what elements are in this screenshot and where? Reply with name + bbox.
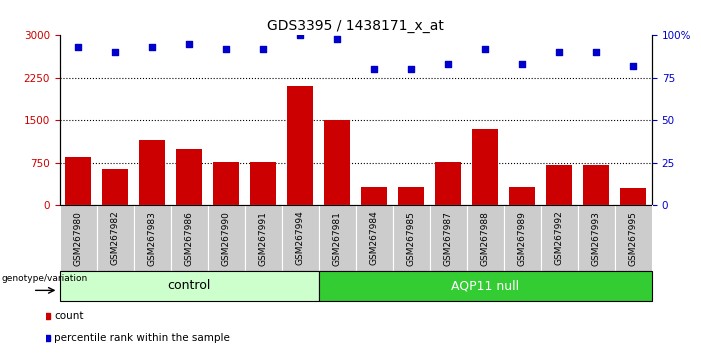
Point	[147, 45, 158, 50]
Text: GSM267980: GSM267980	[74, 211, 83, 266]
Text: GSM267982: GSM267982	[111, 211, 120, 266]
Point	[257, 46, 268, 52]
Text: GSM267991: GSM267991	[259, 211, 268, 266]
Point	[184, 41, 195, 47]
Point	[479, 46, 491, 52]
Point	[517, 62, 528, 67]
Bar	[319, 271, 652, 301]
Bar	[207, 205, 245, 271]
Point	[332, 36, 343, 42]
Bar	[583, 165, 609, 205]
Text: GSM267992: GSM267992	[555, 211, 564, 266]
Bar	[176, 149, 202, 205]
Point	[72, 45, 83, 50]
Bar	[578, 205, 615, 271]
Bar	[393, 205, 430, 271]
Text: count: count	[55, 311, 84, 321]
Point	[554, 50, 565, 55]
Bar	[615, 205, 652, 271]
Point	[591, 50, 602, 55]
Bar	[620, 188, 646, 205]
Point	[369, 67, 380, 72]
Point	[294, 33, 306, 38]
Bar	[467, 205, 504, 271]
Text: GSM267985: GSM267985	[407, 211, 416, 266]
Text: GSM267993: GSM267993	[592, 211, 601, 266]
Bar	[504, 205, 541, 271]
Text: percentile rank within the sample: percentile rank within the sample	[55, 332, 230, 343]
Bar	[250, 162, 276, 205]
Bar	[398, 187, 424, 205]
Bar	[319, 205, 355, 271]
Bar	[435, 162, 461, 205]
Bar	[546, 165, 572, 205]
Bar	[213, 162, 239, 205]
Point	[443, 62, 454, 67]
Bar	[245, 205, 282, 271]
Text: GSM267989: GSM267989	[518, 211, 527, 266]
Bar	[170, 205, 207, 271]
Bar	[139, 140, 165, 205]
Bar	[361, 187, 387, 205]
Text: GSM267988: GSM267988	[481, 211, 490, 266]
Text: GSM267981: GSM267981	[333, 211, 342, 266]
Bar	[60, 271, 319, 301]
Text: GSM267995: GSM267995	[629, 211, 638, 266]
Bar	[541, 205, 578, 271]
Text: GSM267990: GSM267990	[222, 211, 231, 266]
Text: GSM267986: GSM267986	[184, 211, 193, 266]
Text: genotype/variation: genotype/variation	[1, 274, 88, 283]
Bar	[60, 205, 97, 271]
Bar	[65, 157, 91, 205]
Point	[221, 46, 232, 52]
Bar	[282, 205, 319, 271]
Point	[628, 63, 639, 69]
Bar	[355, 205, 393, 271]
Text: GSM267987: GSM267987	[444, 211, 453, 266]
Bar	[430, 205, 467, 271]
Bar	[510, 187, 536, 205]
Bar	[325, 120, 350, 205]
Bar	[102, 169, 128, 205]
Text: control: control	[168, 279, 211, 292]
Text: GSM267994: GSM267994	[296, 211, 305, 266]
Title: GDS3395 / 1438171_x_at: GDS3395 / 1438171_x_at	[267, 19, 444, 33]
Text: AQP11 null: AQP11 null	[451, 279, 519, 292]
Bar	[287, 86, 313, 205]
Text: GSM267983: GSM267983	[148, 211, 156, 266]
Bar	[97, 205, 134, 271]
Bar	[134, 205, 170, 271]
Text: GSM267984: GSM267984	[369, 211, 379, 266]
Bar	[472, 129, 498, 205]
Point	[406, 67, 417, 72]
Point	[109, 50, 121, 55]
